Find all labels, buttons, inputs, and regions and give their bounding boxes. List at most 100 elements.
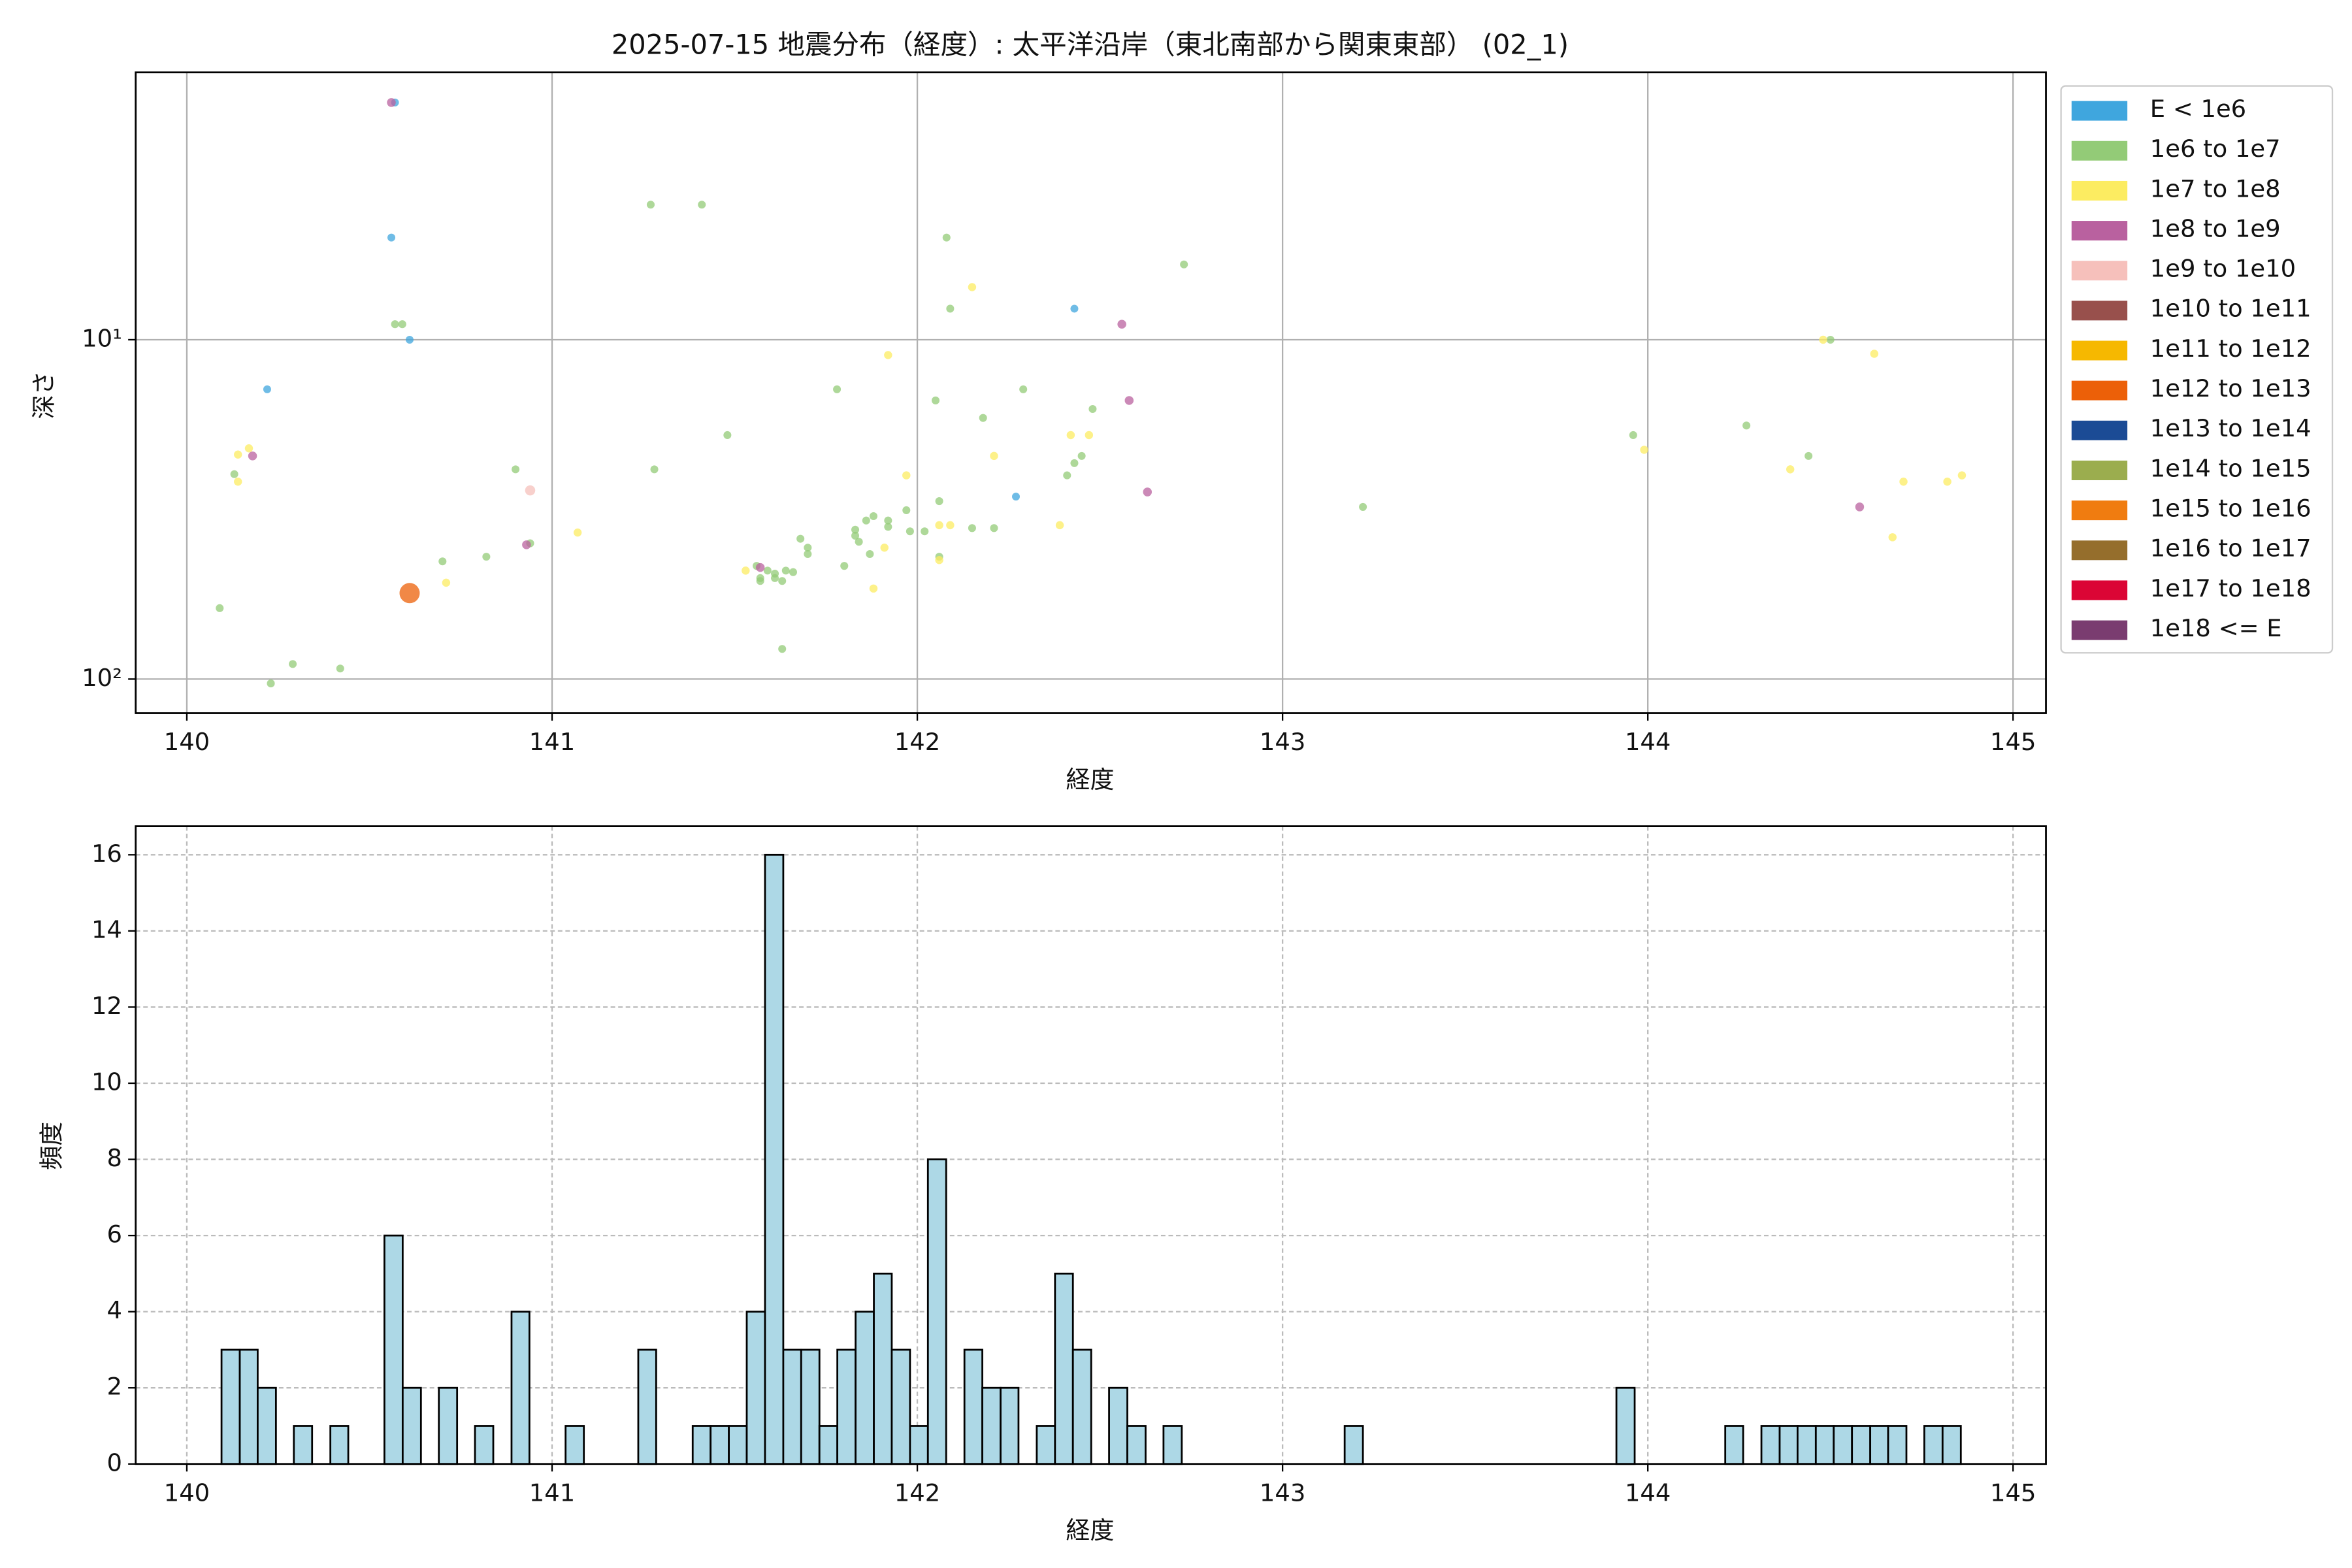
data-point [1870,350,1879,358]
legend-label: 1e15 to 1e16 [2150,495,2311,523]
histogram-bar [728,1425,748,1465]
data-point [1085,431,1094,440]
y-tick-label: 10 [91,1068,122,1096]
data-point [931,396,940,404]
data-point [1077,451,1086,460]
data-point [1899,478,1908,486]
data-point [405,335,414,344]
legend-swatch [2071,461,2128,480]
data-point [216,604,224,612]
legend-frame [2060,85,2334,654]
legend-swatch [2071,140,2128,161]
histogram-bar [510,1311,531,1465]
legend-label: 1e14 to 1e15 [2150,454,2311,482]
chart-title: 2025-07-15 地震分布（経度）: 太平洋沿岸（東北南部から関東東部） (… [612,29,1569,61]
data-point [1805,451,1813,460]
data-point [289,660,297,668]
data-point [230,470,238,478]
data-point [391,320,399,329]
histogram-bar [1778,1425,1799,1465]
y-tick-label: 8 [106,1144,122,1172]
data-point [698,201,706,209]
histogram-bar [926,1158,947,1465]
histogram-bar [1071,1348,1092,1465]
legend-swatch [2071,180,2128,201]
histogram-bar [1760,1425,1781,1465]
histogram-bar [401,1386,422,1465]
data-point [234,478,242,486]
x-tick-label: 143 [1260,1478,1305,1507]
histogram-bar [981,1386,1002,1465]
legend-label: 1e17 to 1e18 [2150,574,2311,602]
x-tick-label: 142 [894,728,940,756]
histogram-bar [710,1425,730,1465]
legend-swatch [2071,101,2128,121]
legend-swatch [2071,580,2128,600]
data-point [884,516,892,525]
data-point [1066,431,1075,440]
x-tick-label: 143 [1260,728,1305,756]
y-tick-label: 14 [91,915,122,943]
y-tick-label: 0 [106,1448,122,1477]
data-point [906,527,914,536]
histogram-bar [1162,1425,1183,1465]
histogram-bar [257,1386,277,1465]
y-tick-label: 2 [106,1373,122,1401]
histogram-bar [220,1348,241,1465]
data-point [1888,533,1897,542]
data-point [804,544,812,552]
data-point [862,516,870,525]
histogram-bar [474,1425,495,1465]
histogram-bar [564,1425,585,1465]
legend-swatch [2071,540,2128,561]
data-point [267,679,275,688]
data-point [935,556,943,564]
data-point [234,450,242,459]
data-point [756,574,764,582]
data-point [851,525,860,534]
data-point [781,566,790,575]
data-point [1117,319,1126,329]
histogram-bar [691,1425,712,1465]
data-point [855,538,863,546]
data-point [778,577,787,585]
legend-swatch [2071,420,2128,440]
histogram-bar [1054,1272,1074,1465]
data-point [851,531,860,540]
data-point [248,451,257,461]
x-tick-label: 141 [529,728,575,756]
data-point [387,98,396,107]
histogram-bar [384,1234,404,1465]
histogram-bar [1833,1425,1854,1465]
data-point [1019,385,1028,393]
data-point [646,201,655,209]
histogram-bar [836,1348,857,1465]
data-point [833,385,841,393]
histogram-bar [764,853,785,1465]
data-point [1070,459,1079,467]
axes-frame [135,71,2047,714]
legend-label: 1e8 to 1e9 [2150,214,2281,242]
data-point [884,523,892,531]
histogram-bar [800,1348,821,1465]
y-tick-label: 12 [91,992,122,1020]
histogram-bar [890,1348,911,1465]
data-point [946,304,955,313]
data-point [573,528,582,537]
data-point [398,320,406,329]
x-tick-label: 145 [1990,728,2036,756]
data-point [512,465,520,474]
legend-swatch [2071,301,2128,321]
histogram-bar [1851,1425,1872,1465]
data-point [438,557,447,566]
data-point [869,512,878,521]
data-point [442,578,451,587]
data-point [866,549,874,558]
data-point [1180,260,1188,269]
x-tick-label: 140 [164,728,210,756]
legend-label: 1e16 to 1e17 [2150,534,2311,563]
data-point [650,465,659,474]
